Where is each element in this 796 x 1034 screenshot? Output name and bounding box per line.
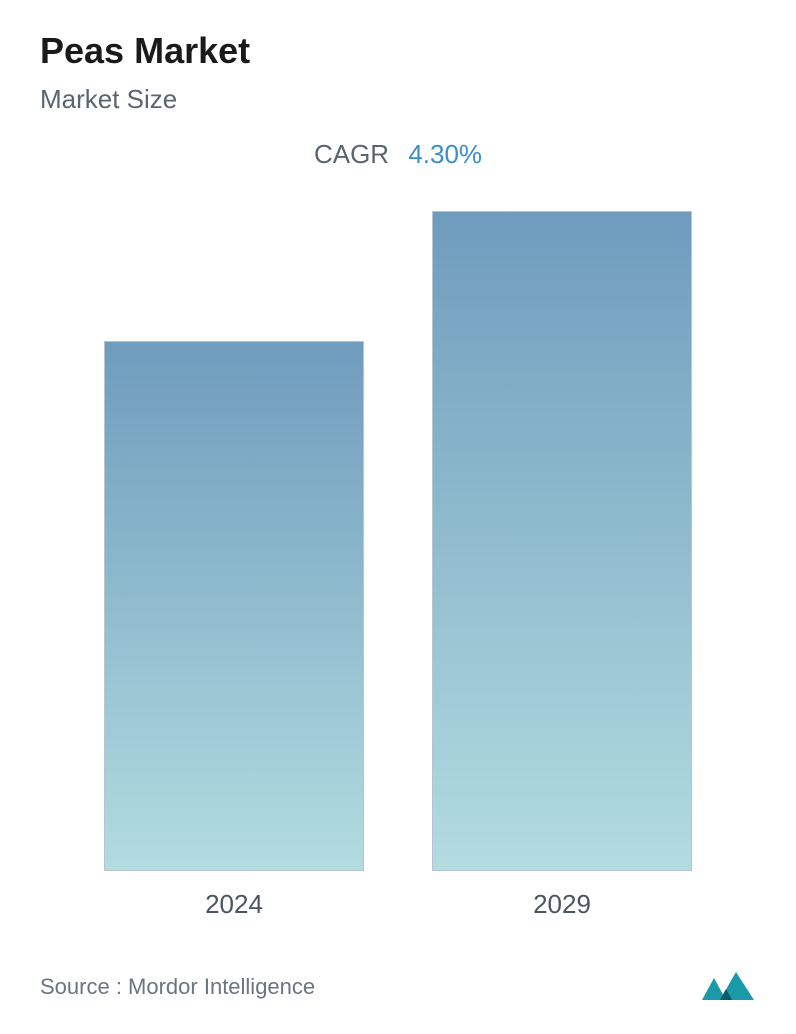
- mordor-logo-icon: [700, 970, 756, 1004]
- bar-group: 2024: [104, 341, 364, 920]
- chart-subtitle: Market Size: [40, 84, 756, 115]
- footer: Source : Mordor Intelligence: [40, 970, 756, 1004]
- bar-group: 2029: [432, 211, 692, 920]
- chart-title: Peas Market: [40, 30, 756, 72]
- cagr-label: CAGR: [314, 139, 389, 169]
- cagr-value: 4.30%: [408, 139, 482, 169]
- x-axis-label: 2024: [205, 889, 263, 920]
- bar: [104, 341, 364, 871]
- source-text: Source : Mordor Intelligence: [40, 974, 315, 1000]
- bar: [432, 211, 692, 871]
- x-axis-label: 2029: [533, 889, 591, 920]
- chart-area: 2024 2029: [40, 200, 756, 920]
- cagr-row: CAGR 4.30%: [40, 139, 756, 170]
